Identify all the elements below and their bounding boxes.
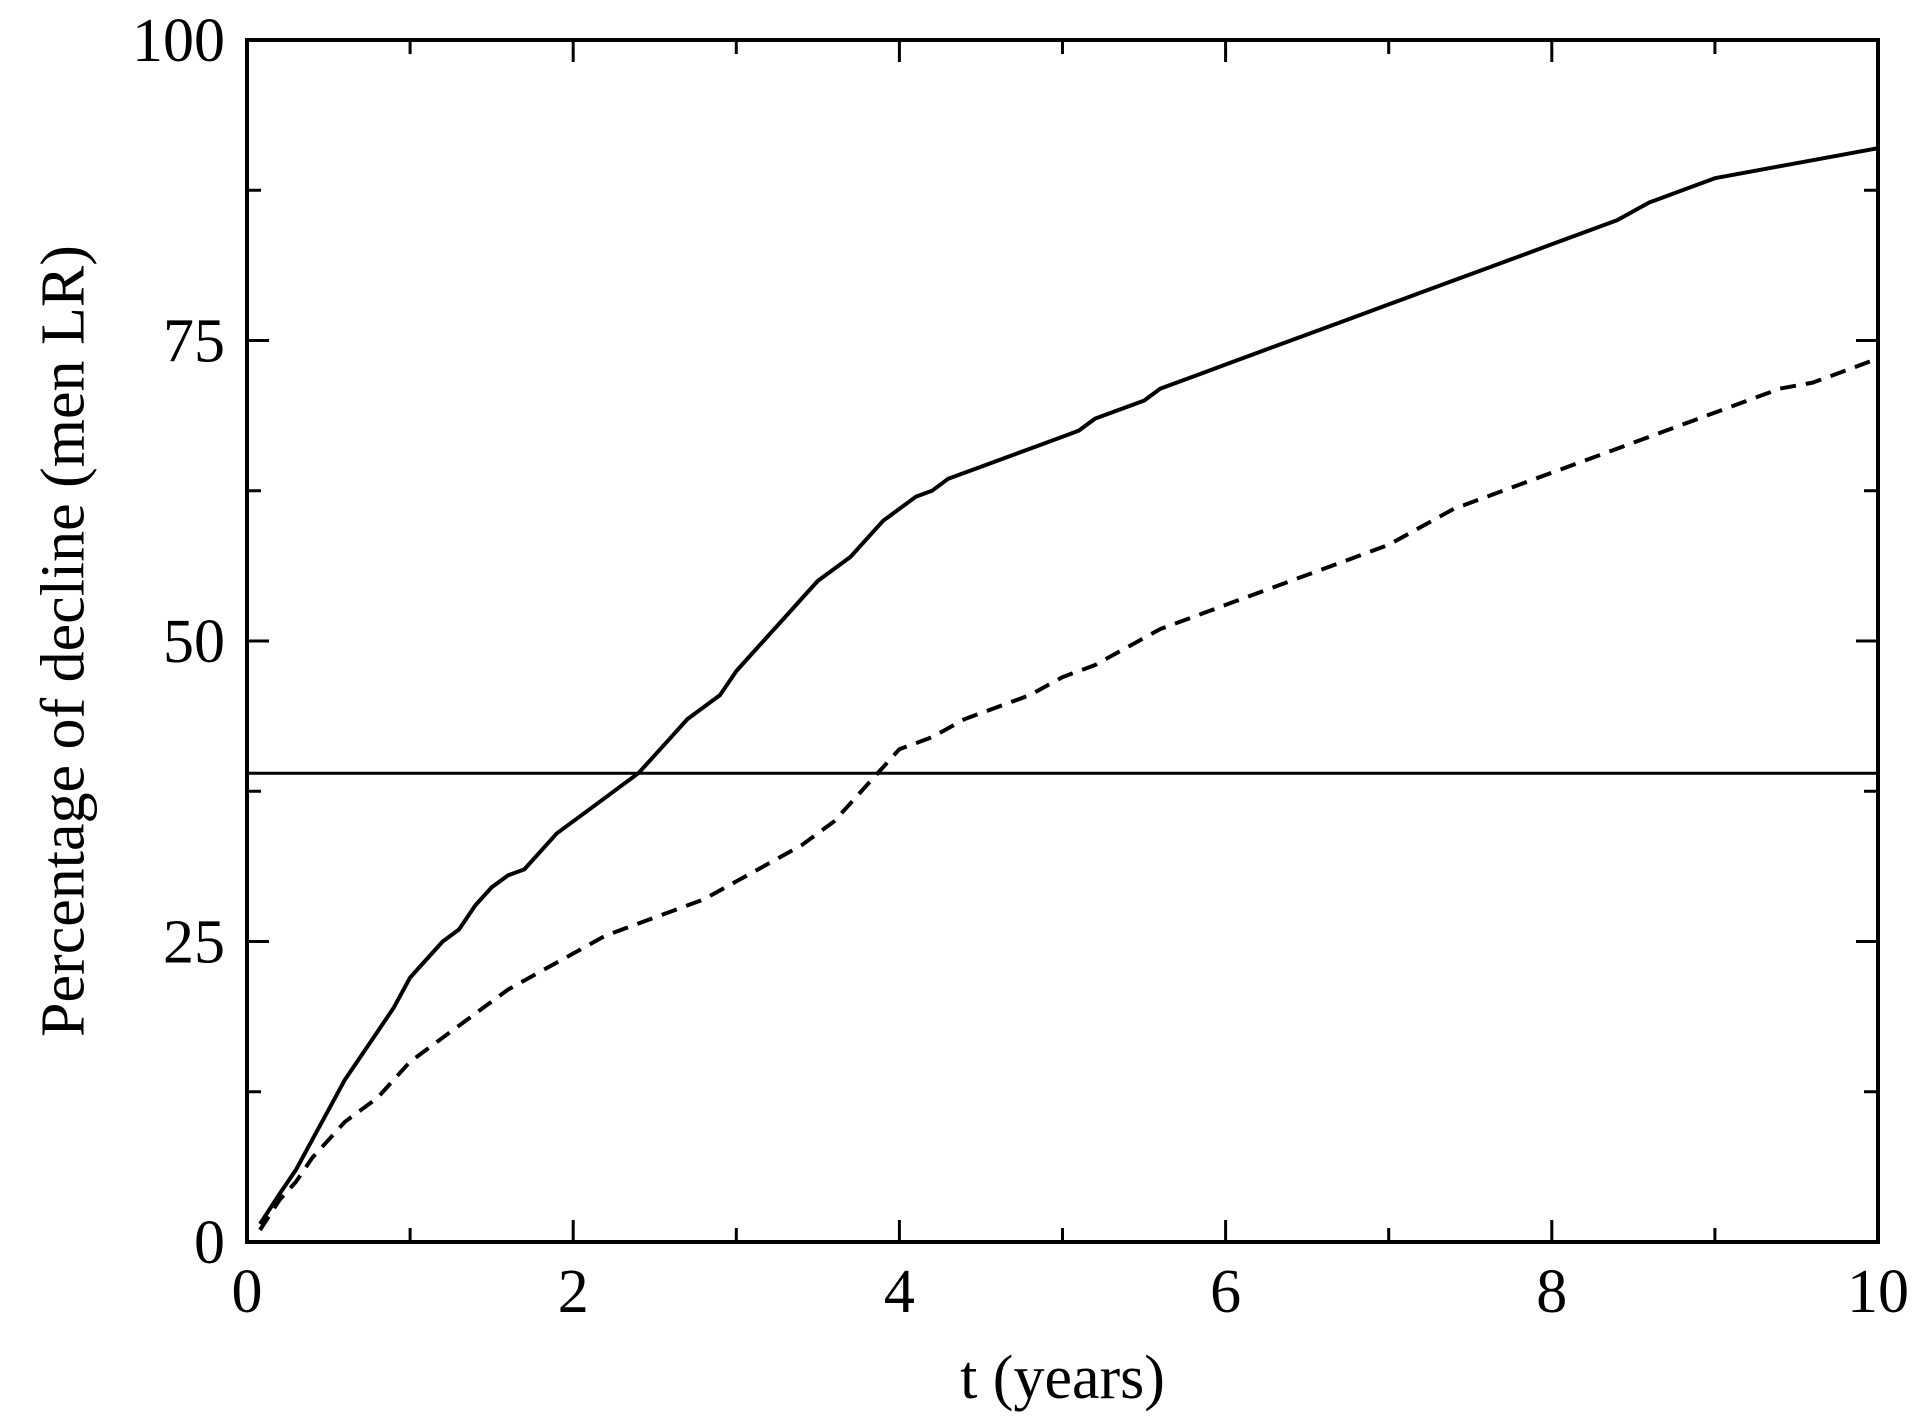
- plot-area: [245, 38, 1880, 1244]
- series-line-dashed: [258, 356, 1879, 1232]
- series-layer: [258, 146, 1879, 1232]
- y-tick-label: 25: [163, 909, 225, 977]
- x-tick-label: 6: [1210, 1258, 1241, 1326]
- y-tick-label: 0: [194, 1209, 225, 1277]
- x-axis-title: t (years): [960, 1344, 1165, 1412]
- x-tick-label: 0: [232, 1258, 263, 1326]
- y-tick-label: 75: [163, 308, 225, 376]
- ticks-layer: [245, 38, 1880, 1244]
- x-tick-label: 8: [1536, 1258, 1567, 1326]
- y-axis-title: Percentage of decline (men LR): [30, 245, 98, 1037]
- y-tick-label: 100: [132, 7, 225, 75]
- x-tick-label: 2: [558, 1258, 589, 1326]
- series-line-solid: [258, 146, 1879, 1226]
- y-tick-label: 50: [163, 608, 225, 676]
- x-tick-label: 10: [1847, 1258, 1909, 1326]
- x-tick-label: 4: [884, 1258, 915, 1326]
- plot-frame: [245, 38, 1880, 1244]
